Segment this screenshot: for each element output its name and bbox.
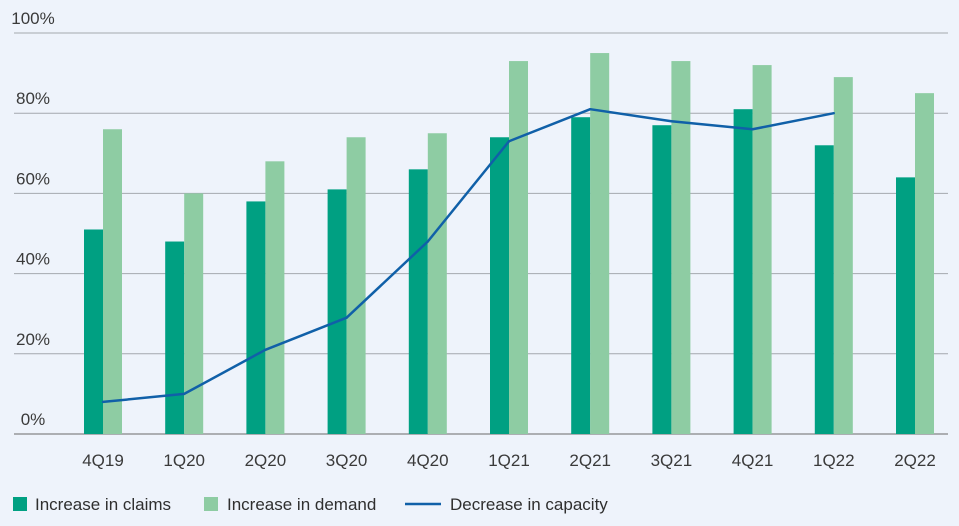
x-tick-label: 2Q21 bbox=[569, 451, 611, 470]
bars bbox=[84, 53, 934, 435]
line-capacity bbox=[102, 107, 835, 404]
grid-lines bbox=[14, 32, 948, 435]
legend: Increase in claims Increase in demand Decr… bbox=[13, 495, 608, 514]
bar-claims bbox=[327, 189, 347, 434]
x-tick-label: 3Q20 bbox=[326, 451, 368, 470]
line-point bbox=[183, 392, 186, 396]
bar-claims bbox=[165, 241, 185, 434]
bar-demand bbox=[509, 61, 528, 434]
line-point bbox=[832, 112, 835, 115]
line-point bbox=[670, 120, 673, 123]
line-point bbox=[101, 400, 105, 404]
bar-claims bbox=[490, 137, 509, 434]
y-tick-label: 40% bbox=[16, 250, 50, 269]
x-tick-label: 4Q19 bbox=[82, 451, 124, 470]
x-tick-label: 4Q20 bbox=[407, 451, 449, 470]
line-point bbox=[589, 107, 592, 111]
x-tick-label: 1Q21 bbox=[488, 451, 530, 470]
bar-claims bbox=[733, 109, 753, 434]
line-point bbox=[264, 348, 267, 351]
bar-demand bbox=[671, 61, 691, 434]
bar-claims bbox=[814, 145, 834, 434]
y-tick-label: 80% bbox=[16, 89, 50, 108]
x-axis-ticks: 4Q19 1Q20 2Q20 3Q20 4Q20 1Q21 2Q21 3Q21 4Q21 1Q22… bbox=[82, 451, 936, 470]
bar-demand bbox=[915, 93, 934, 435]
bar-demand bbox=[590, 53, 610, 435]
x-tick-label: 4Q21 bbox=[732, 451, 774, 470]
x-tick-label: 3Q21 bbox=[651, 451, 693, 470]
bar-demand bbox=[103, 129, 122, 435]
y-tick-label: 100% bbox=[11, 9, 54, 28]
bar-demand bbox=[265, 161, 285, 434]
bar-claims bbox=[246, 201, 266, 434]
bar-claims bbox=[896, 177, 915, 435]
bar-claims bbox=[408, 169, 428, 434]
line-point bbox=[751, 128, 754, 131]
line-point bbox=[507, 140, 511, 143]
legend-swatch bbox=[13, 497, 27, 511]
y-axis-ticks: 0% 20% 40% 60% 80% 100% bbox=[11, 9, 54, 429]
capacity-line bbox=[101, 107, 835, 404]
legend-swatch bbox=[204, 497, 218, 511]
legend-label: Increase in demand bbox=[227, 495, 376, 514]
line-point bbox=[345, 316, 348, 319]
legend-label: Increase in claims bbox=[35, 495, 171, 514]
bar-demand bbox=[184, 193, 204, 434]
x-tick-label: 1Q20 bbox=[163, 451, 205, 470]
bar-demand bbox=[346, 137, 366, 434]
bar-demand bbox=[427, 133, 447, 434]
bar-claims bbox=[84, 229, 103, 434]
x-tick-label: 1Q22 bbox=[813, 451, 855, 470]
bar-claims bbox=[571, 117, 591, 435]
y-tick-label: 0% bbox=[21, 410, 46, 429]
bar-claims bbox=[652, 125, 672, 434]
y-tick-label: 20% bbox=[16, 330, 50, 349]
x-tick-label: 2Q20 bbox=[245, 451, 287, 470]
x-tick-label: 2Q22 bbox=[894, 451, 936, 470]
legend-label: Decrease in capacity bbox=[450, 495, 608, 514]
bar-demand bbox=[833, 77, 853, 435]
line-point bbox=[426, 240, 429, 243]
bar-demand bbox=[752, 65, 772, 434]
y-tick-label: 60% bbox=[16, 169, 50, 188]
